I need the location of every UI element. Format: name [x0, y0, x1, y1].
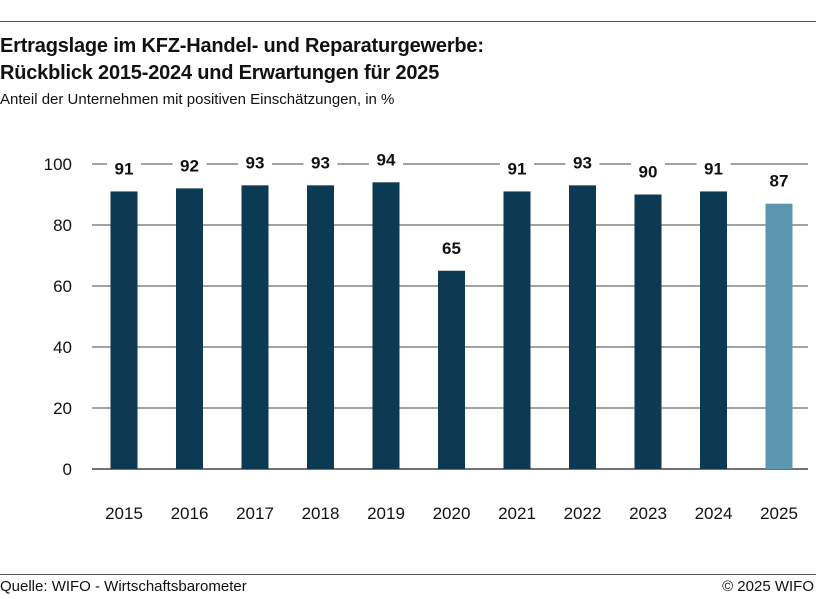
x-tick-label: 2022 — [564, 504, 602, 523]
data-label-backing — [107, 157, 141, 180]
x-tick-label: 2019 — [367, 504, 405, 523]
chart-title: Ertragslage im KFZ-Handel- und Reparatur… — [0, 33, 816, 87]
bar-2017 — [241, 185, 269, 469]
bar-2015 — [110, 191, 138, 469]
y-tick-label: 100 — [44, 155, 72, 174]
data-label-backing — [696, 157, 731, 180]
bar-chart: 0 20 40 60 80 100 91 2015 92 2016 93 2017 93 2018 94 20… — [44, 148, 808, 523]
y-tick-label: 0 — [63, 460, 72, 479]
data-label: 94 — [377, 150, 396, 169]
data-label: 65 — [442, 239, 461, 258]
data-label-backing — [500, 157, 534, 180]
top-rule — [0, 21, 816, 22]
bar-2019 — [372, 182, 400, 470]
copyright-note: © 2025 WIFO — [722, 578, 814, 595]
bar-2018 — [307, 185, 334, 469]
data-label-backing — [172, 154, 207, 177]
chart-title-line-1: Ertragslage im KFZ-Handel- und Reparatur… — [0, 35, 484, 57]
y-tick-label: 60 — [53, 277, 72, 296]
x-tick-label: 2018 — [302, 504, 340, 523]
x-tick-label: 2023 — [629, 504, 667, 523]
data-label-backing — [369, 148, 403, 171]
bar-2016 — [176, 188, 203, 469]
source-note: Quelle: WIFO - Wirtschaftsbarometer — [0, 578, 247, 595]
data-label: 91 — [508, 159, 527, 178]
data-label: 91 — [115, 159, 134, 178]
data-label: 93 — [246, 153, 265, 172]
chart-title-line-2: Rückblick 2015-2024 und Erwartungen für … — [0, 62, 440, 84]
bar-2025 — [765, 203, 793, 469]
data-label-backing — [631, 160, 665, 183]
bar-2024 — [700, 191, 727, 469]
data-label: 92 — [180, 156, 199, 175]
bar-2022 — [569, 185, 596, 469]
y-tick-label: 40 — [53, 338, 72, 357]
x-tick-label: 2017 — [236, 504, 274, 523]
x-tick-label: 2021 — [498, 504, 536, 523]
data-label: 91 — [704, 159, 723, 178]
data-label-backing — [762, 169, 796, 192]
x-tick-label: 2020 — [433, 504, 471, 523]
x-tick-label: 2015 — [105, 504, 143, 523]
data-label-backing — [303, 151, 338, 174]
data-label: 90 — [639, 163, 658, 182]
x-tick-label: 2024 — [695, 504, 733, 523]
bar-2020 — [438, 270, 465, 469]
data-label: 93 — [311, 153, 330, 172]
y-tick-label: 80 — [53, 216, 72, 235]
data-label: 93 — [573, 153, 592, 172]
chart-subtitle: Anteil der Unternehmen mit positiven Ein… — [0, 91, 395, 108]
y-tick-label: 20 — [53, 399, 72, 418]
bottom-rule — [0, 574, 816, 575]
bar-2023 — [634, 194, 662, 469]
data-label: 87 — [770, 172, 789, 191]
x-tick-label: 2025 — [760, 504, 798, 523]
data-label-backing — [565, 151, 600, 174]
bar-2021 — [503, 191, 531, 469]
data-label-backing — [238, 151, 272, 174]
data-label-backing — [434, 236, 469, 259]
x-tick-label: 2016 — [171, 504, 209, 523]
